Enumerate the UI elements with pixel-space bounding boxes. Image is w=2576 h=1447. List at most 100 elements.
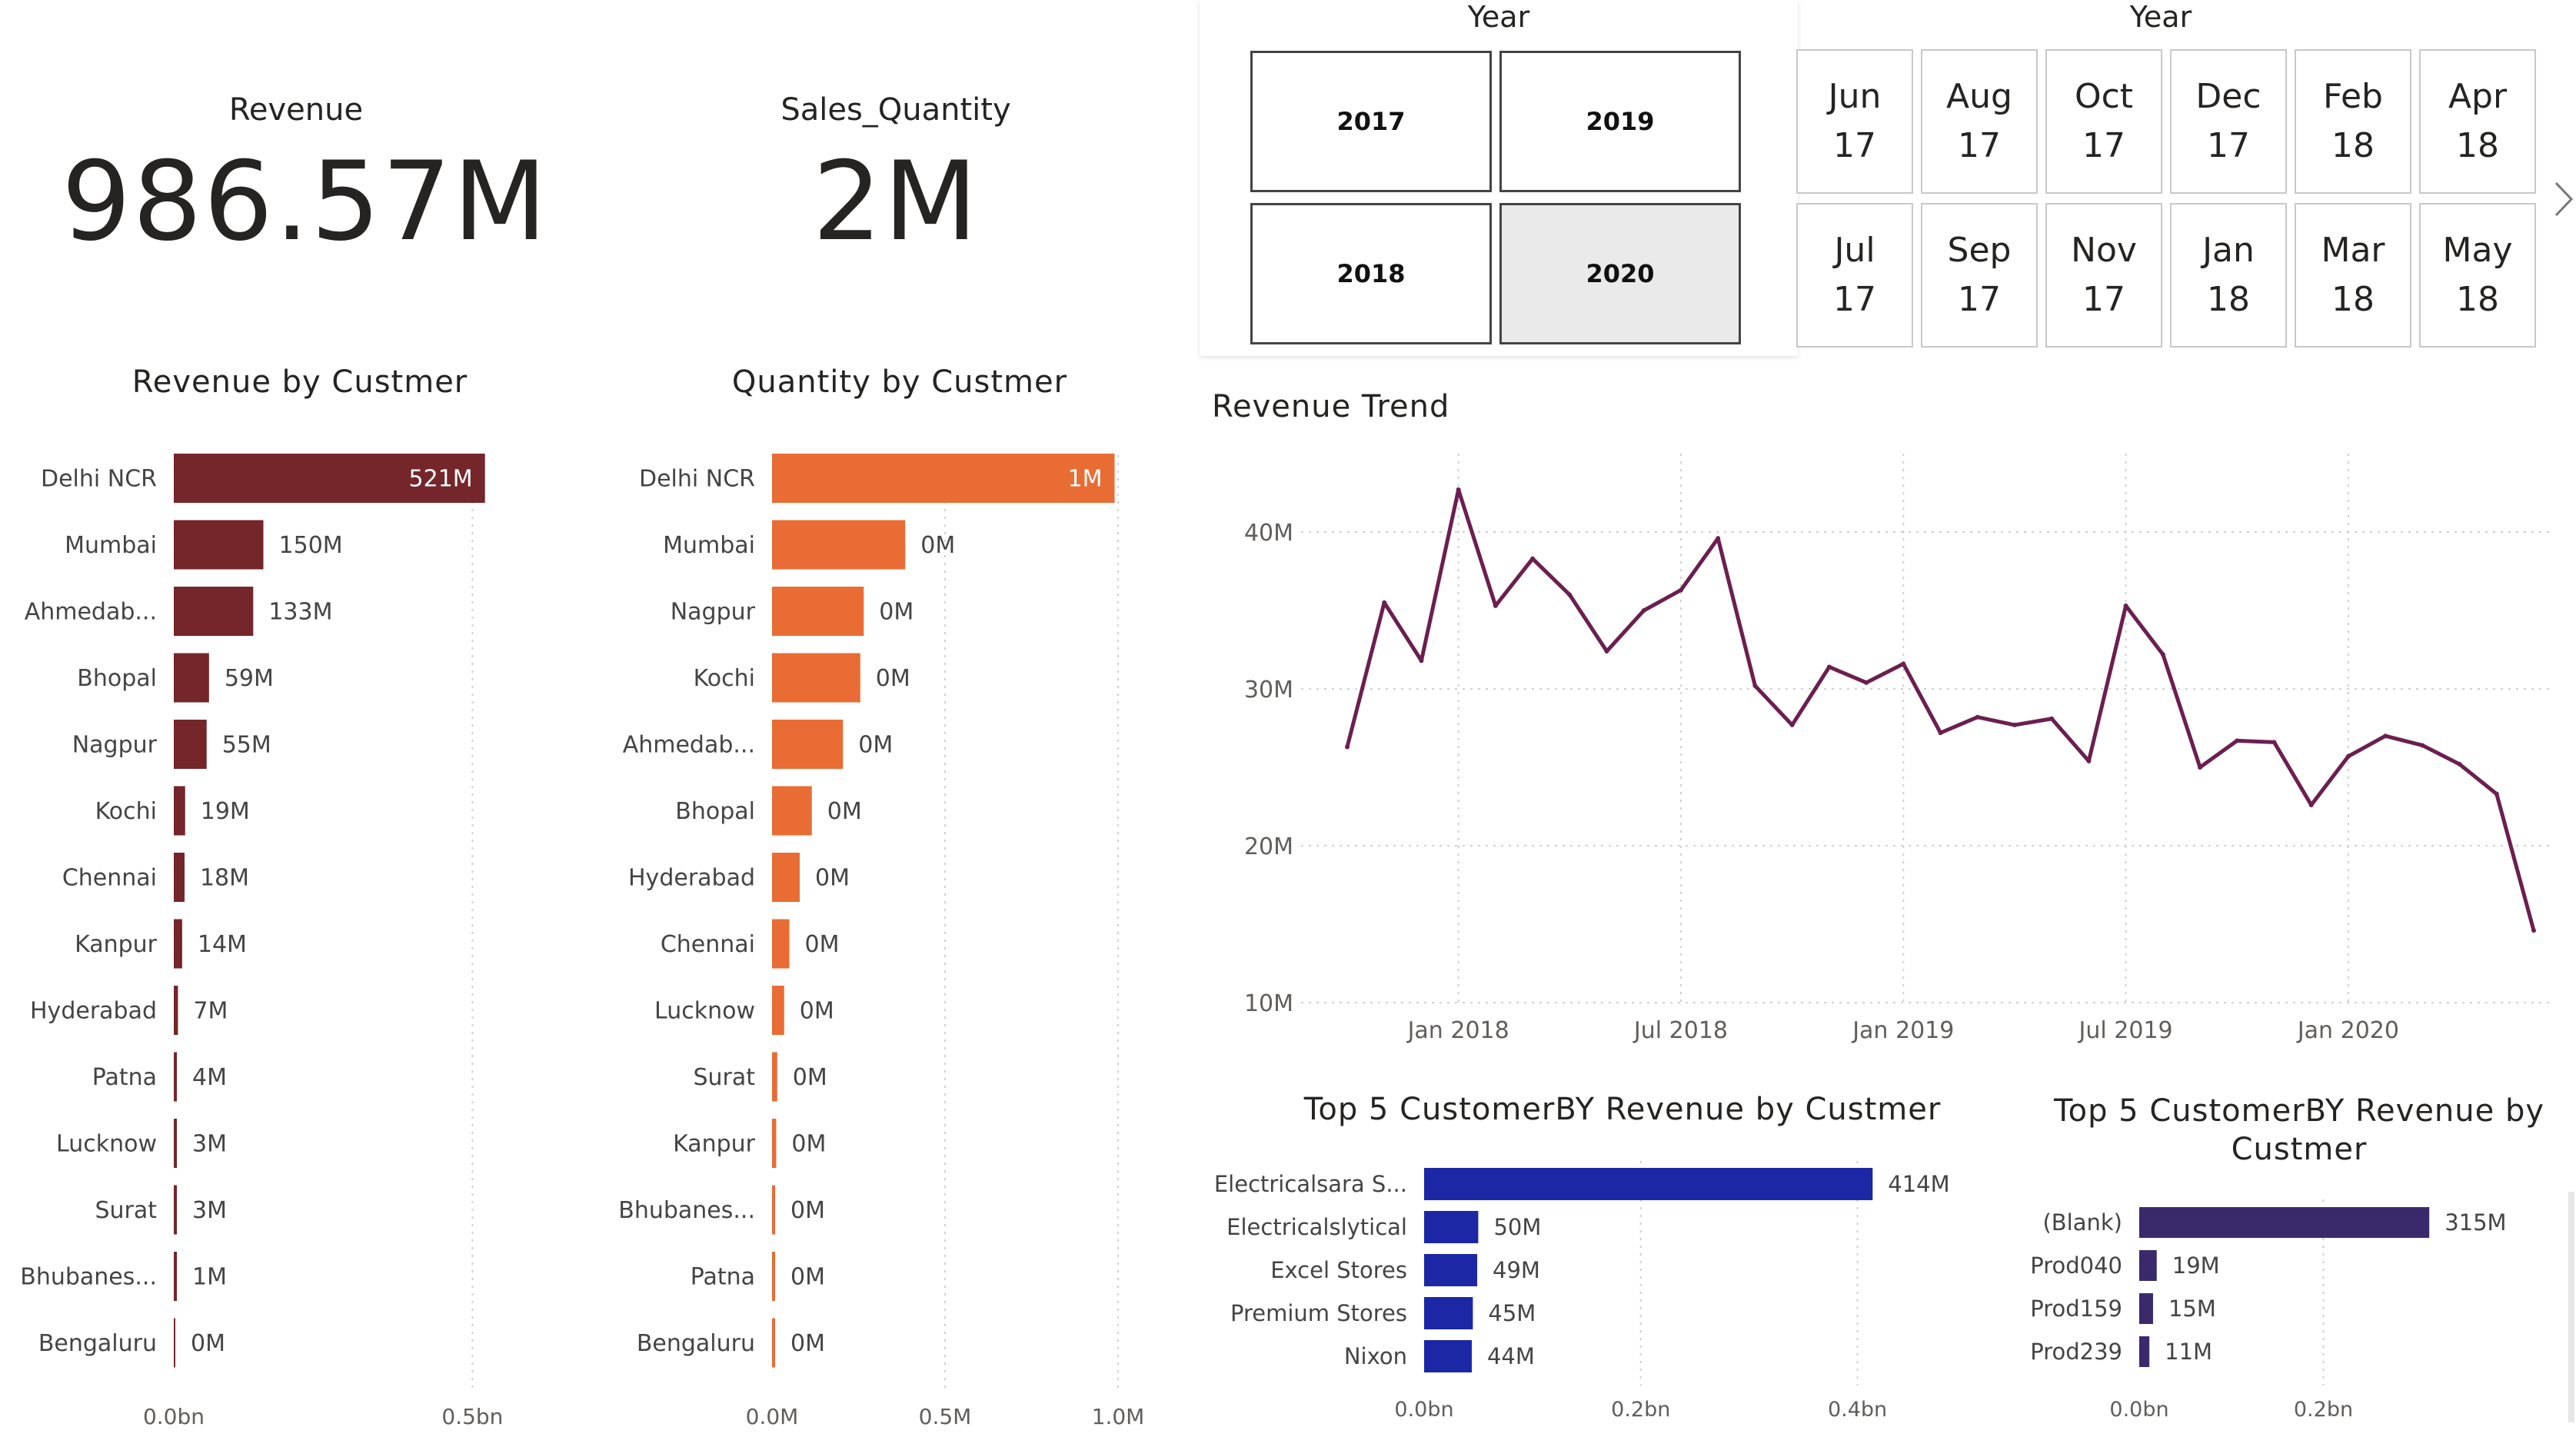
- data-point[interactable]: [2494, 791, 2499, 797]
- bar[interactable]: [174, 986, 178, 1035]
- bar[interactable]: [772, 1052, 777, 1102]
- data-point[interactable]: [1864, 680, 1869, 685]
- bar[interactable]: [2139, 1336, 2150, 1367]
- bar[interactable]: [772, 786, 812, 836]
- month-tile-apr-18[interactable]: Apr 18: [2419, 49, 2536, 194]
- data-point[interactable]: [1975, 714, 1980, 720]
- data-point[interactable]: [1826, 664, 1832, 670]
- year-tile-2017[interactable]: 2017: [1250, 51, 1492, 192]
- bar[interactable]: [772, 653, 860, 703]
- data-point[interactable]: [1382, 600, 1387, 605]
- data-point[interactable]: [2198, 765, 2203, 770]
- month-tile-mar-18[interactable]: Mar 18: [2295, 203, 2411, 348]
- bar[interactable]: [174, 1252, 177, 1301]
- bar[interactable]: [772, 986, 784, 1035]
- month-tile-dec-17[interactable]: Dec 17: [2170, 49, 2287, 194]
- month-tile-sep-17[interactable]: Sep 17: [1921, 203, 2038, 348]
- bar[interactable]: [1424, 1297, 1473, 1329]
- data-point[interactable]: [2271, 740, 2277, 745]
- bar[interactable]: [772, 454, 1115, 503]
- data-label: 315M: [2445, 1209, 2506, 1236]
- month-tile-year: 18: [2456, 280, 2499, 319]
- data-point[interactable]: [2086, 758, 2092, 763]
- data-point[interactable]: [2420, 743, 2425, 748]
- month-tile-jul-17[interactable]: Jul 17: [1796, 203, 1913, 348]
- bar[interactable]: [174, 853, 185, 902]
- data-point[interactable]: [1419, 658, 1424, 664]
- data-label: 11M: [2165, 1339, 2212, 1365]
- bar[interactable]: [174, 1318, 175, 1368]
- data-point[interactable]: [1901, 661, 1906, 667]
- category-label: Surat: [95, 1197, 157, 1224]
- bar[interactable]: [174, 1185, 177, 1235]
- month-tile-month: Oct: [2074, 77, 2134, 116]
- data-label: 0M: [815, 865, 850, 892]
- data-point[interactable]: [2308, 802, 2314, 807]
- month-tile-may-18[interactable]: May 18: [2419, 203, 2536, 348]
- year-tile-2020[interactable]: 2020: [1499, 203, 1741, 344]
- bar[interactable]: [1424, 1254, 1478, 1286]
- data-point[interactable]: [1789, 722, 1795, 727]
- data-point[interactable]: [1752, 683, 1758, 688]
- data-point[interactable]: [1567, 592, 1573, 597]
- data-point[interactable]: [1641, 608, 1646, 613]
- bar[interactable]: [174, 520, 264, 570]
- data-point[interactable]: [2235, 738, 2240, 743]
- year-tile-2018[interactable]: 2018: [1250, 203, 1492, 344]
- bar[interactable]: [772, 587, 864, 636]
- bar[interactable]: [174, 786, 185, 836]
- month-tile-feb-18[interactable]: Feb 18: [2295, 49, 2411, 194]
- data-point[interactable]: [1493, 603, 1498, 608]
- bar[interactable]: [174, 1119, 177, 1168]
- category-label: Kanpur: [75, 931, 158, 958]
- bar[interactable]: [772, 853, 800, 902]
- data-point[interactable]: [1530, 556, 1536, 561]
- data-point[interactable]: [1345, 744, 1350, 750]
- data-point[interactable]: [1938, 730, 1943, 736]
- month-tile-oct-17[interactable]: Oct 17: [2045, 49, 2162, 194]
- data-point[interactable]: [2123, 603, 2128, 608]
- month-tile-nov-17[interactable]: Nov 17: [2045, 203, 2162, 348]
- bar[interactable]: [772, 919, 790, 969]
- data-point[interactable]: [2345, 753, 2351, 759]
- data-point[interactable]: [2160, 652, 2165, 657]
- bar[interactable]: [772, 1185, 775, 1235]
- bar[interactable]: [2139, 1207, 2430, 1238]
- bar[interactable]: [772, 520, 906, 570]
- data-point[interactable]: [2049, 716, 2055, 721]
- revenue-trend-line[interactable]: [1345, 487, 2536, 931]
- month-tile-jan-18[interactable]: Jan 18: [2170, 203, 2287, 348]
- chevron-right-icon[interactable]: [2551, 178, 2574, 230]
- month-tile-jun-17[interactable]: Jun 17: [1796, 49, 1913, 194]
- data-point[interactable]: [2457, 761, 2462, 767]
- data-label: 18M: [200, 865, 249, 892]
- data-point[interactable]: [1678, 587, 1683, 593]
- bar[interactable]: [174, 1052, 177, 1102]
- bar[interactable]: [1424, 1340, 1472, 1372]
- data-label: 3M: [192, 1197, 227, 1224]
- bar[interactable]: [772, 1318, 775, 1368]
- bar[interactable]: [772, 1119, 777, 1168]
- data-point[interactable]: [1604, 649, 1609, 654]
- bar[interactable]: [772, 720, 844, 769]
- data-point[interactable]: [2531, 928, 2536, 933]
- bar[interactable]: [1424, 1168, 1873, 1200]
- bar[interactable]: [174, 720, 207, 769]
- bar[interactable]: [174, 587, 254, 636]
- vertical-scrollbar[interactable]: [2568, 1192, 2574, 1422]
- data-point[interactable]: [1456, 487, 1461, 492]
- year-tile-2019[interactable]: 2019: [1499, 51, 1741, 192]
- bar[interactable]: [2139, 1250, 2157, 1281]
- data-label: 1M: [1068, 466, 1103, 493]
- data-point[interactable]: [2012, 722, 2017, 727]
- bar[interactable]: [174, 919, 182, 969]
- bar[interactable]: [174, 653, 209, 703]
- month-tile-aug-17[interactable]: Aug 17: [1921, 49, 2038, 194]
- data-point[interactable]: [1716, 536, 1721, 541]
- data-point[interactable]: [2383, 733, 2388, 739]
- bar[interactable]: [1424, 1211, 1479, 1243]
- bar[interactable]: [174, 454, 485, 503]
- bar[interactable]: [2139, 1293, 2153, 1324]
- month-tile-month: Aug: [1946, 77, 2012, 116]
- bar[interactable]: [772, 1252, 775, 1301]
